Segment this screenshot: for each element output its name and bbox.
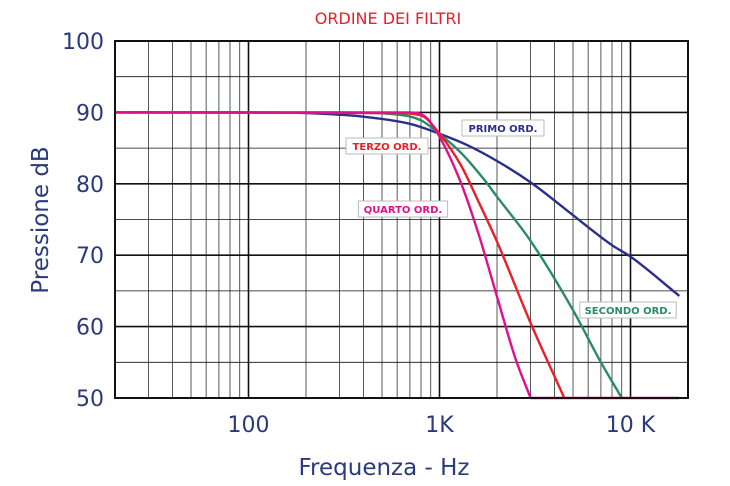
- x-tick-label-2: 10 K: [606, 413, 656, 438]
- annotation-label-0: PRIMO ORD.: [469, 124, 538, 135]
- chart-title: ORDINE DEI FILTRI: [315, 9, 461, 28]
- x-tick-label-0: 100: [228, 413, 270, 438]
- annotation-box-3: [579, 301, 677, 319]
- chart-ticks: 100 90 80 70 60 50 100 1K 10 K: [62, 30, 656, 438]
- x-tick-label-1: 1K: [425, 413, 454, 438]
- x-axis-label: Frequenza - Hz: [298, 455, 469, 481]
- series-line-3: [115, 111, 532, 399]
- y-tick-label-0: 100: [62, 30, 104, 55]
- y-tick-label-3: 70: [76, 244, 104, 269]
- annotation-label-3: SECONDO ORD.: [585, 306, 672, 317]
- chart-series: [114, 111, 681, 400]
- y-tick-label-5: 50: [76, 387, 104, 412]
- y-tick-label-4: 60: [76, 316, 104, 341]
- y-tick-label-1: 90: [76, 101, 104, 126]
- annotation-label-2: QUARTO ORD.: [364, 205, 442, 216]
- chart-annotations: PRIMO ORD. TERZO ORD. QUARTO ORD. SECONDO O…: [345, 119, 677, 319]
- annotation-label-1: TERZO ORD.: [353, 142, 422, 153]
- annotation-box-1: [345, 137, 429, 155]
- y-axis-label: Pressione dB: [28, 146, 54, 293]
- chart-grid: [115, 40, 688, 399]
- annotation-box-0: [461, 119, 545, 137]
- y-tick-label-2: 80: [76, 173, 104, 198]
- plot-frame: [114, 40, 689, 399]
- annotation-box-2: [357, 200, 449, 218]
